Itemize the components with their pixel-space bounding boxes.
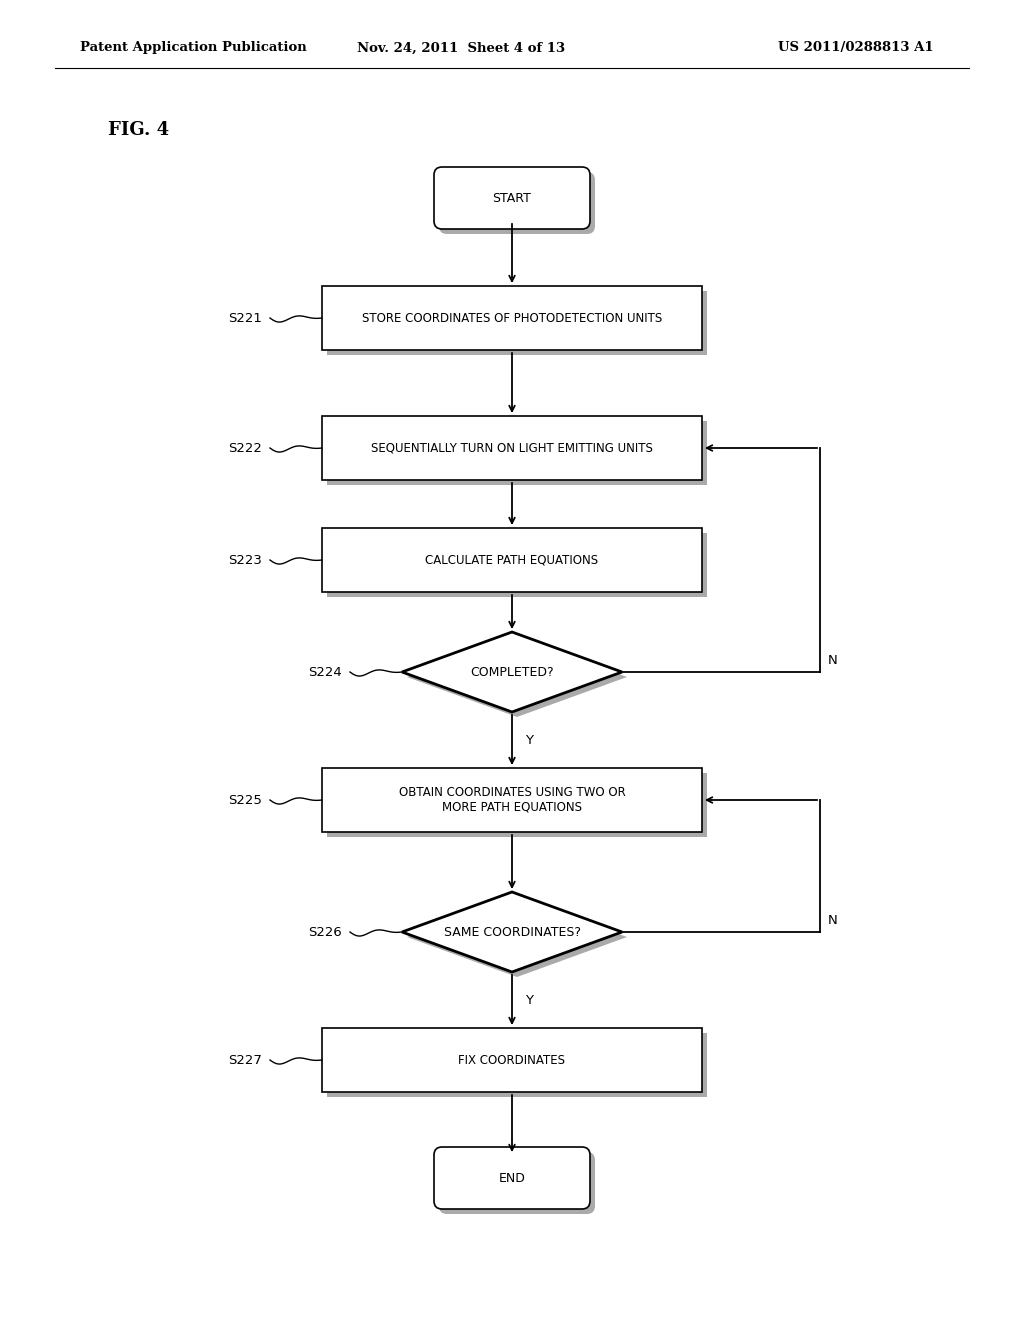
Bar <box>327 421 707 484</box>
Text: END: END <box>499 1172 525 1184</box>
Text: US 2011/0288813 A1: US 2011/0288813 A1 <box>778 41 934 54</box>
FancyBboxPatch shape <box>439 172 595 234</box>
Text: OBTAIN COORDINATES USING TWO OR
MORE PATH EQUATIONS: OBTAIN COORDINATES USING TWO OR MORE PAT… <box>398 785 626 814</box>
Text: STORE COORDINATES OF PHOTODETECTION UNITS: STORE COORDINATES OF PHOTODETECTION UNIT… <box>361 312 663 325</box>
FancyBboxPatch shape <box>439 1152 595 1214</box>
Text: S221: S221 <box>228 312 262 325</box>
Text: FIX COORDINATES: FIX COORDINATES <box>459 1053 565 1067</box>
Bar <box>322 286 702 350</box>
Text: Y: Y <box>525 994 534 1006</box>
Text: FIG. 4: FIG. 4 <box>108 121 169 139</box>
Bar <box>322 768 702 832</box>
Text: S223: S223 <box>228 553 262 566</box>
Polygon shape <box>402 632 622 711</box>
Text: S224: S224 <box>308 665 342 678</box>
Text: COMPLETED?: COMPLETED? <box>470 665 554 678</box>
Text: S222: S222 <box>228 441 262 454</box>
Text: Patent Application Publication: Patent Application Publication <box>80 41 307 54</box>
FancyBboxPatch shape <box>434 1147 590 1209</box>
Polygon shape <box>402 892 622 972</box>
Bar <box>327 774 707 837</box>
Text: Y: Y <box>525 734 534 747</box>
Bar <box>322 416 702 480</box>
Bar <box>327 1034 707 1097</box>
Text: N: N <box>828 913 838 927</box>
Bar <box>327 290 707 355</box>
Bar <box>327 533 707 597</box>
Polygon shape <box>407 638 627 717</box>
FancyBboxPatch shape <box>434 168 590 228</box>
Text: Nov. 24, 2011  Sheet 4 of 13: Nov. 24, 2011 Sheet 4 of 13 <box>356 41 565 54</box>
Text: S226: S226 <box>308 925 342 939</box>
Text: SAME COORDINATES?: SAME COORDINATES? <box>443 925 581 939</box>
Text: SEQUENTIALLY TURN ON LIGHT EMITTING UNITS: SEQUENTIALLY TURN ON LIGHT EMITTING UNIT… <box>371 441 653 454</box>
Text: START: START <box>493 191 531 205</box>
Text: CALCULATE PATH EQUATIONS: CALCULATE PATH EQUATIONS <box>425 553 599 566</box>
Bar <box>322 528 702 591</box>
Text: S227: S227 <box>228 1053 262 1067</box>
Text: S225: S225 <box>228 793 262 807</box>
Bar <box>322 1028 702 1092</box>
Text: N: N <box>828 653 838 667</box>
Polygon shape <box>407 898 627 977</box>
